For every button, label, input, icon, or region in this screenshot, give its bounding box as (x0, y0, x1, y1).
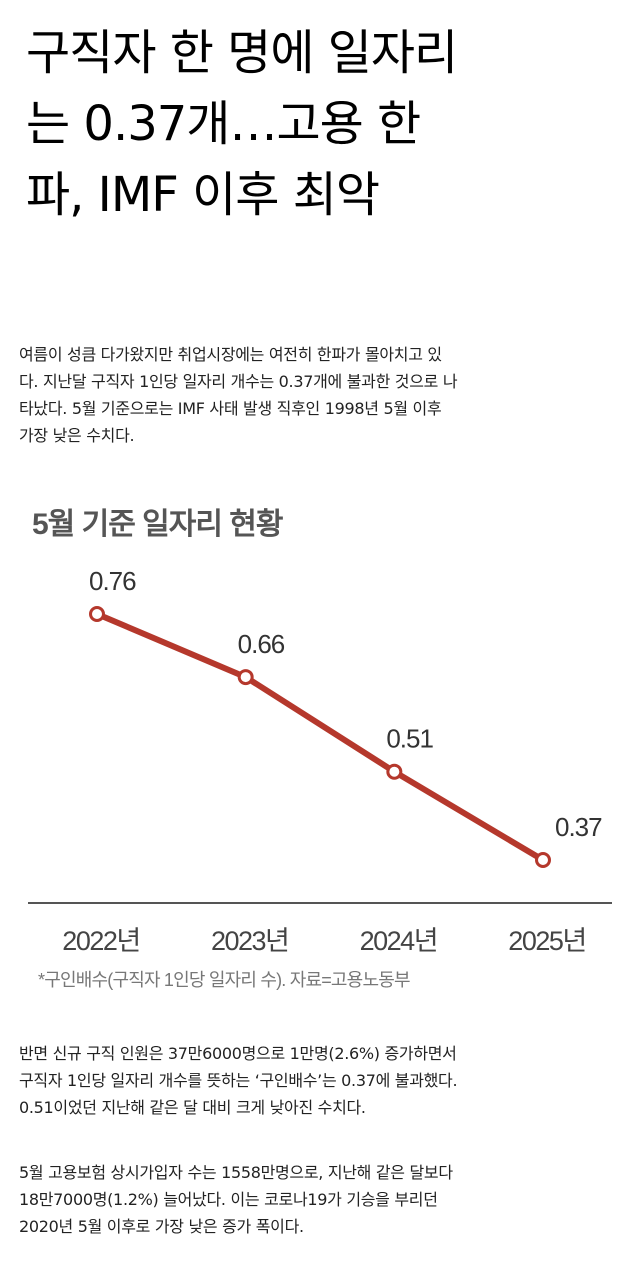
body-paragraph-3: 5월 고용보험 상시가입자 수는 1558만명으로, 지난해 같은 달보다 18… (19, 1159, 623, 1240)
intro-paragraph: 여름이 성큼 다가왔지만 취업시장에는 여전히 한파가 몰아치고 있 다. 지난… (19, 341, 623, 449)
paragraph-line: 여름이 성큼 다가왔지만 취업시장에는 여전히 한파가 몰아치고 있 (19, 345, 442, 364)
headline: 구직자 한 명에 일자리 는 0.37개…고용 한 파, IMF 이후 최악 (26, 18, 626, 231)
job-openings-chart: 5월 기준 일자리 현황 0.76 0.66 0.51 0.37 2022년 2023년… (0, 490, 640, 1010)
data-points (89, 606, 551, 868)
data-label: 0.37 (555, 812, 602, 842)
x-tick-label: 2022년 (62, 926, 139, 956)
x-tick-label: 2023년 (211, 926, 288, 956)
chart-source-note: *구인배수(구직자 1인당 일자리 수). 자료=고용노동부 (38, 970, 410, 990)
data-label: 0.76 (89, 566, 136, 596)
headline-line: 파, IMF 이후 최악 (26, 167, 380, 223)
headline-line: 는 0.37개…고용 한 (26, 96, 421, 152)
data-labels: 0.76 0.66 0.51 0.37 (89, 566, 603, 842)
chart-title: 5월 기준 일자리 현황 (32, 508, 283, 541)
chart-canvas: 5월 기준 일자리 현황 0.76 0.66 0.51 0.37 2022년 2023년… (28, 508, 612, 990)
paragraph-line: 반면 신규 구직 인원은 37만6000명으로 1만명(2.6%) 증가하면서 (19, 1044, 457, 1063)
x-tick-label: 2024년 (360, 926, 437, 956)
data-label: 0.51 (386, 724, 433, 754)
body-paragraph-2: 반면 신규 구직 인원은 37만6000명으로 1만명(2.6%) 증가하면서 … (19, 1040, 623, 1121)
headline-line: 구직자 한 명에 일자리 (26, 25, 458, 81)
paragraph-line: 5월 고용보험 상시가입자 수는 1558만명으로, 지난해 같은 달보다 (19, 1163, 453, 1182)
paragraph-line: 18만7000명(1.2%) 늘어났다. 이는 코로나19가 기승을 부리던 (19, 1190, 438, 1209)
data-point (386, 763, 403, 780)
data-point (535, 852, 551, 868)
paragraph-line: 2020년 5월 이후로 가장 낮은 증가 폭이다. (19, 1217, 304, 1236)
paragraph-line: 다. 지난달 구직자 1인당 일자리 개수는 0.37개에 불과한 것으로 나 (19, 372, 458, 391)
paragraph-line: 가장 낮은 수치다. (19, 426, 135, 445)
x-tick-label: 2025년 (508, 926, 585, 956)
paragraph-line: 타났다. 5월 기준으로는 IMF 사태 발생 직후인 1998년 5월 이후 (19, 399, 442, 418)
x-tick-labels: 2022년 2023년 2024년 2025년 (62, 926, 587, 956)
data-point (89, 606, 105, 622)
data-label: 0.66 (238, 629, 285, 659)
paragraph-line: 구직자 1인당 일자리 개수를 뜻하는 ‘구인배수’는 0.37에 불과했다. (19, 1071, 458, 1090)
data-point (237, 669, 254, 686)
paragraph-line: 0.51이었던 지난해 같은 달 대비 크게 낮아진 수치다. (19, 1098, 366, 1117)
series-line (94, 611, 546, 863)
